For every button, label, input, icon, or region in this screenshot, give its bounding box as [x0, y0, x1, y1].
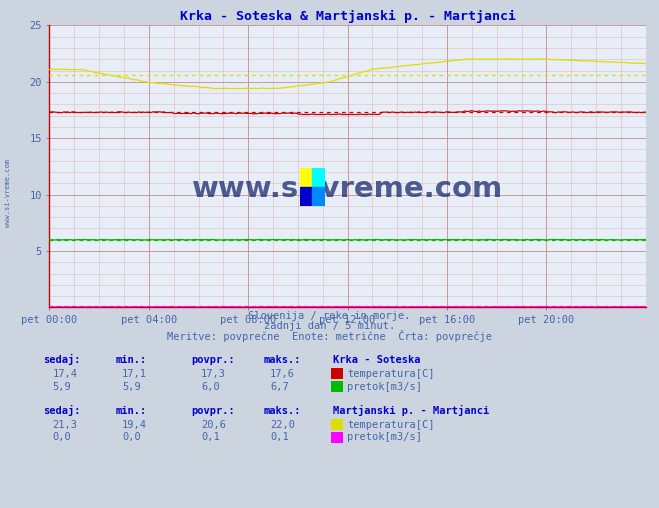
Text: Slovenija / reke in morje.: Slovenija / reke in morje. — [248, 311, 411, 321]
Text: 22,0: 22,0 — [270, 420, 295, 430]
Text: povpr.:: povpr.: — [191, 355, 235, 365]
Text: zadnji dan / 5 minut.: zadnji dan / 5 minut. — [264, 321, 395, 331]
Text: 0,0: 0,0 — [122, 432, 140, 442]
Text: 0,0: 0,0 — [53, 432, 71, 442]
Text: 17,4: 17,4 — [53, 369, 78, 379]
Text: 17,1: 17,1 — [122, 369, 147, 379]
Text: 5,9: 5,9 — [53, 382, 71, 392]
Text: 21,3: 21,3 — [53, 420, 78, 430]
Text: www.si-vreme.com: www.si-vreme.com — [5, 159, 11, 227]
Bar — [312, 168, 325, 187]
Text: 6,7: 6,7 — [270, 382, 289, 392]
Text: 0,1: 0,1 — [201, 432, 219, 442]
Text: 5,9: 5,9 — [122, 382, 140, 392]
Text: 17,3: 17,3 — [201, 369, 226, 379]
Text: pretok[m3/s]: pretok[m3/s] — [347, 382, 422, 392]
Text: temperatura[C]: temperatura[C] — [347, 369, 435, 379]
Text: min.:: min.: — [115, 406, 146, 416]
Bar — [300, 187, 312, 206]
Text: 17,6: 17,6 — [270, 369, 295, 379]
Text: pretok[m3/s]: pretok[m3/s] — [347, 432, 422, 442]
Bar — [312, 187, 325, 206]
Text: 6,0: 6,0 — [201, 382, 219, 392]
Text: min.:: min.: — [115, 355, 146, 365]
Text: sedaj:: sedaj: — [43, 405, 80, 416]
Text: maks.:: maks.: — [264, 406, 301, 416]
Text: Krka - Soteska: Krka - Soteska — [333, 355, 420, 365]
Title: Krka - Soteska & Martjanski p. - Martjanci: Krka - Soteska & Martjanski p. - Martjan… — [180, 10, 515, 23]
Bar — [300, 168, 312, 187]
Text: Meritve: povprečne  Enote: metrične  Črta: povprečje: Meritve: povprečne Enote: metrične Črta:… — [167, 330, 492, 342]
Text: sedaj:: sedaj: — [43, 354, 80, 365]
Text: 19,4: 19,4 — [122, 420, 147, 430]
Text: www.si-vreme.com: www.si-vreme.com — [192, 175, 503, 203]
Text: Martjanski p. - Martjanci: Martjanski p. - Martjanci — [333, 405, 489, 416]
Text: povpr.:: povpr.: — [191, 406, 235, 416]
Text: 20,6: 20,6 — [201, 420, 226, 430]
Text: 0,1: 0,1 — [270, 432, 289, 442]
Text: temperatura[C]: temperatura[C] — [347, 420, 435, 430]
Text: maks.:: maks.: — [264, 355, 301, 365]
